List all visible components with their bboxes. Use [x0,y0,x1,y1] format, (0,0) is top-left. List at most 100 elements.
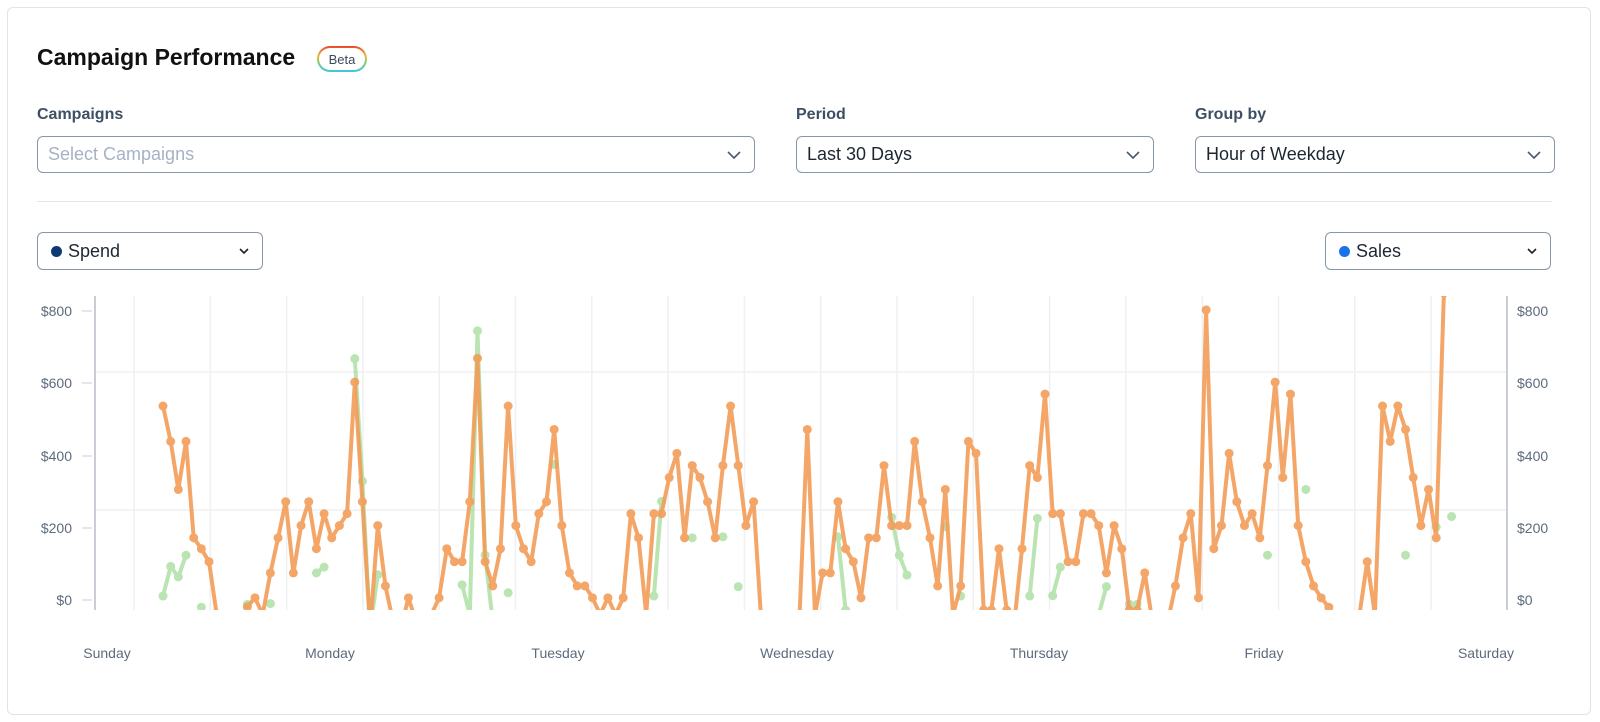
data-point[interactable] [1140,568,1150,578]
data-point[interactable] [1224,448,1234,458]
data-point[interactable] [1055,509,1065,519]
data-point[interactable] [672,448,682,458]
data-point[interactable] [795,609,804,619]
data-point[interactable] [1109,521,1119,531]
data-point[interactable] [726,401,736,411]
data-point[interactable] [1262,461,1272,471]
data-point[interactable] [1071,557,1081,567]
data-point[interactable] [1048,509,1058,519]
data-point[interactable] [787,624,796,633]
data-point[interactable] [357,497,367,507]
data-point[interactable] [189,533,199,543]
data-point[interactable] [642,609,651,619]
data-point[interactable] [764,624,773,633]
data-point[interactable] [1048,591,1058,601]
data-point[interactable] [196,602,206,612]
data-point[interactable] [1209,544,1219,554]
data-point[interactable] [412,617,421,626]
data-point[interactable] [1148,617,1157,626]
data-point[interactable] [1032,473,1042,483]
data-point[interactable] [158,591,168,601]
data-point[interactable] [1086,509,1096,519]
data-point[interactable] [196,544,206,554]
data-point[interactable] [618,593,628,603]
data-point[interactable] [1424,484,1434,494]
data-point[interactable] [687,461,697,471]
data-point[interactable] [534,509,544,519]
data-point[interactable] [596,609,605,619]
data-point[interactable] [956,581,966,591]
data-point[interactable] [511,521,521,531]
data-point[interactable] [204,557,214,567]
data-point[interactable] [380,581,390,591]
data-point[interactable] [235,624,244,633]
data-point[interactable] [1094,609,1103,619]
data-point[interactable] [687,533,697,543]
data-point[interactable] [488,581,498,591]
data-point[interactable] [166,436,176,446]
data-point[interactable] [1385,436,1395,446]
data-point[interactable] [772,624,781,633]
data-point[interactable] [1301,484,1311,494]
data-point[interactable] [242,602,252,611]
data-point[interactable] [465,609,474,619]
data-point[interactable] [963,436,973,446]
data-point[interactable] [1262,550,1272,560]
data-point[interactable] [350,377,360,387]
data-point[interactable] [396,624,405,633]
data-point[interactable] [1332,617,1341,626]
data-point[interactable] [611,609,620,619]
data-point[interactable] [825,568,835,578]
data-point[interactable] [741,521,751,531]
data-point[interactable] [250,593,260,603]
data-point[interactable] [265,568,275,578]
data-point[interactable] [457,557,467,567]
data-point[interactable] [319,509,329,519]
data-point[interactable] [1393,401,1403,411]
data-point[interactable] [265,599,275,609]
data-point[interactable] [856,593,866,603]
data-point[interactable] [680,533,690,543]
data-point[interactable] [749,497,759,507]
data-point[interactable] [334,521,344,531]
data-point[interactable] [327,533,337,543]
data-point[interactable] [1247,509,1257,519]
data-point[interactable] [1439,288,1448,298]
data-point[interactable] [588,593,598,603]
data-point[interactable] [971,448,981,458]
data-point[interactable] [173,572,183,582]
data-point[interactable] [1055,562,1065,572]
data-point[interactable] [465,497,475,507]
data-point[interactable] [1124,605,1134,615]
data-point[interactable] [1316,593,1326,603]
data-point[interactable] [1416,521,1426,531]
data-point[interactable] [1156,624,1165,633]
data-point[interactable] [810,609,819,619]
data-point[interactable] [979,605,989,615]
data-point[interactable] [1201,305,1211,315]
data-point[interactable] [902,521,912,531]
data-point[interactable] [296,521,306,531]
data-point[interactable] [1278,473,1288,483]
data-point[interactable] [1216,521,1226,531]
data-point[interactable] [1117,544,1127,554]
data-point[interactable] [434,593,444,603]
data-point[interactable] [472,353,482,363]
data-point[interactable] [449,557,459,567]
data-point[interactable] [1370,609,1379,619]
data-point[interactable] [910,436,920,446]
data-point[interactable] [1010,617,1019,626]
data-point[interactable] [848,557,858,567]
data-point[interactable] [350,354,360,364]
data-point[interactable] [1193,593,1203,603]
period-select[interactable]: Last 30 Days [796,136,1154,173]
data-point[interactable] [457,580,467,590]
data-point[interactable] [887,521,897,531]
data-point[interactable] [1270,377,1280,387]
data-point[interactable] [342,509,352,519]
data-point[interactable] [526,557,536,567]
data-point[interactable] [994,544,1004,554]
data-point[interactable] [1293,521,1303,531]
data-point[interactable] [373,521,383,531]
data-point[interactable] [1094,521,1104,531]
